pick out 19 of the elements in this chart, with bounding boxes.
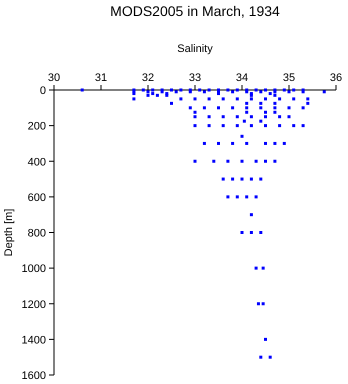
x-axis-title: Salinity [177, 43, 214, 55]
y-tick-label: 1000 [22, 263, 46, 276]
x-tick-label: 35 [282, 72, 296, 84]
x-tick-label: 31 [94, 72, 108, 84]
y-tick-label: 1400 [22, 334, 46, 346]
y-tick-label: 600 [28, 192, 46, 204]
x-tick-label: 33 [188, 72, 202, 84]
y-tick-label: 400 [28, 156, 46, 168]
x-tick-label: 32 [142, 72, 154, 84]
y-tick-label: 1600 [22, 370, 46, 382]
y-axis-title: Depth [m] [3, 208, 15, 256]
y-tick-label: 200 [28, 120, 46, 133]
x-tick-label: 30 [48, 72, 60, 84]
x-tick-label: 34 [236, 72, 248, 84]
x-tick-label: 36 [330, 72, 342, 84]
chart-title: MODS2005 in March, 1934 [110, 3, 280, 19]
y-tick-label: 1200 [22, 298, 46, 311]
y-tick-label: 800 [28, 228, 46, 240]
y-tick-label: 0 [40, 85, 46, 97]
